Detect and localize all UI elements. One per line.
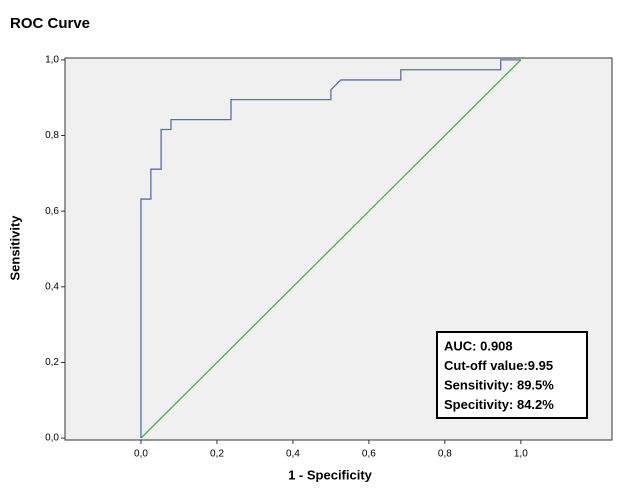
annotation: Specitivity: 84.2% <box>444 397 554 412</box>
x-axis-label: 1 - Specificity <box>288 467 373 482</box>
x-tick-label: 0,2 <box>210 449 224 460</box>
x-tick-label: 0,6 <box>362 449 376 460</box>
y-axis-label: Sensitivity <box>7 215 22 281</box>
x-tick-label: 0,4 <box>286 449 300 460</box>
chart-title: ROC Curve <box>10 15 90 32</box>
y-tick-label: 0,2 <box>45 357 59 368</box>
annotation: Cut-off value:9.95 <box>444 358 553 373</box>
y-tick-label: 0,8 <box>45 130 59 141</box>
y-tick-label: 0,6 <box>45 206 59 217</box>
x-tick-label: 1,0 <box>514 449 528 460</box>
y-tick-label: 0,4 <box>45 281 59 292</box>
x-tick-label: 0,8 <box>438 449 452 460</box>
annotation: AUC: 0.908 <box>444 338 513 353</box>
annotation: Sensitivity: 89.5% <box>444 377 554 392</box>
roc-curve <box>140 59 521 439</box>
reference-line <box>140 59 522 439</box>
x-tick-label: 0,0 <box>134 449 148 460</box>
y-tick-label: 1,0 <box>45 55 59 66</box>
annotation-box <box>436 331 588 419</box>
y-tick-label: 0,0 <box>45 433 59 444</box>
